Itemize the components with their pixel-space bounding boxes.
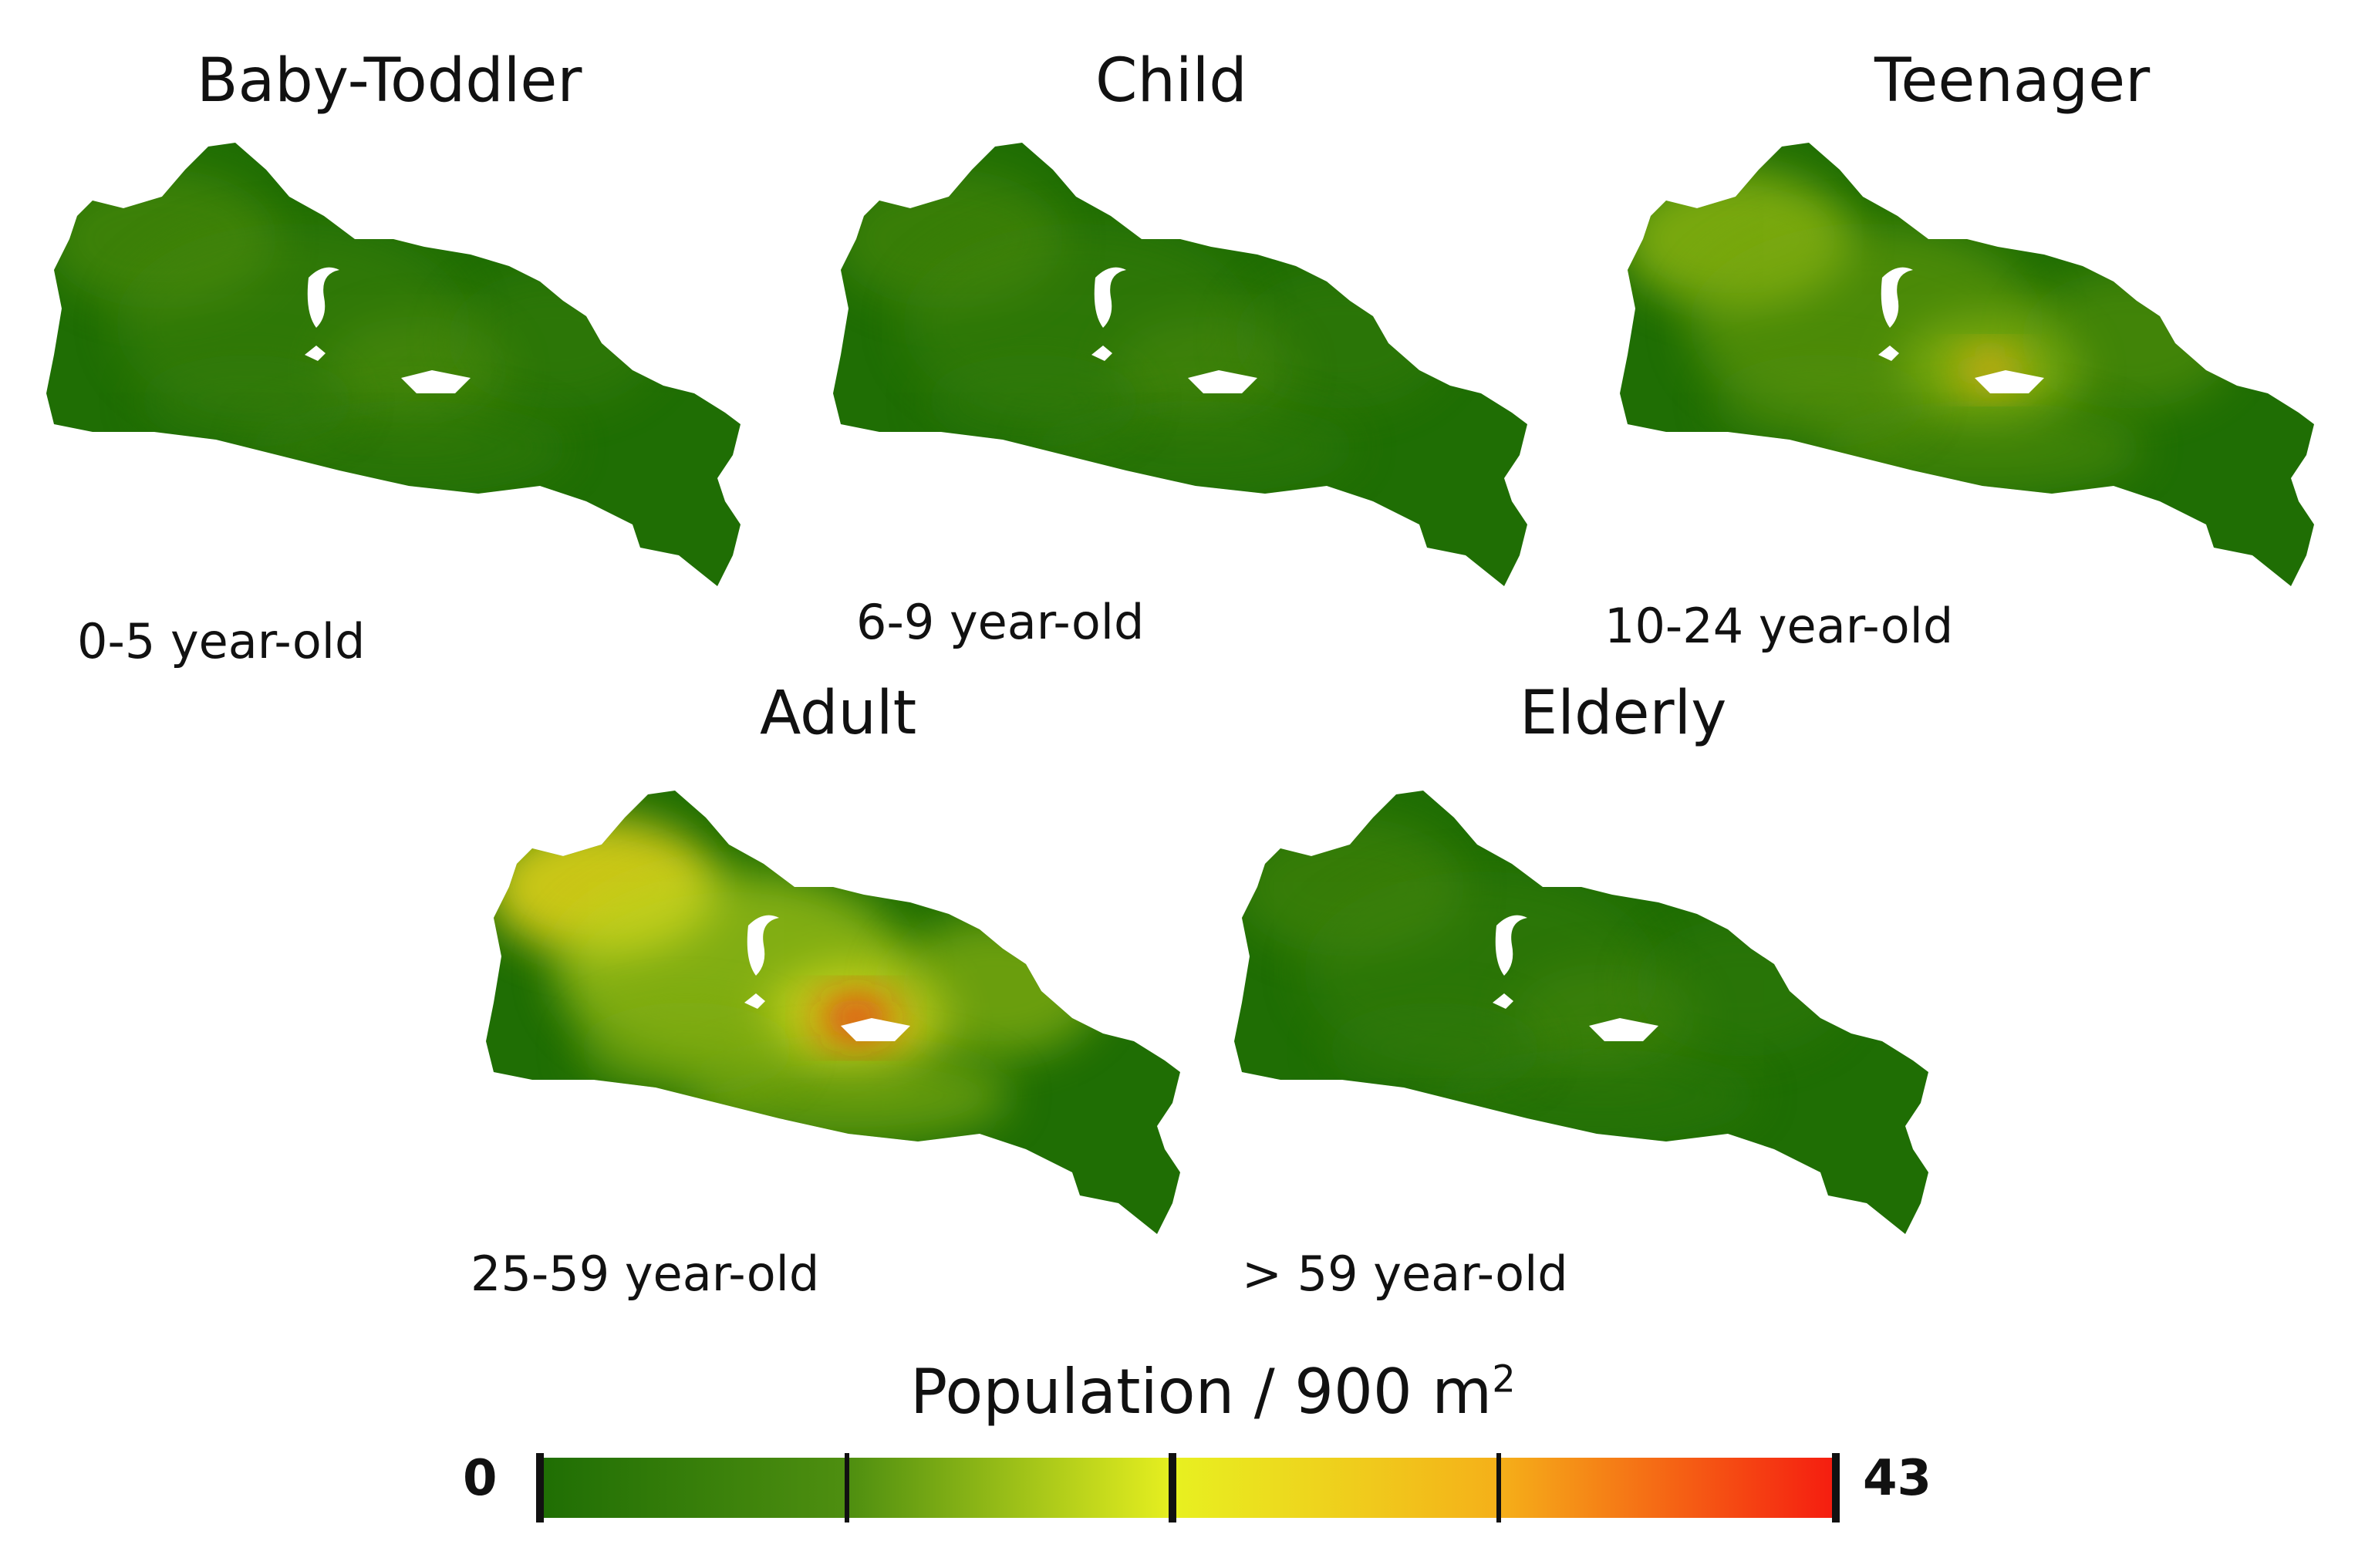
population-density-area [1635,918,1851,1057]
lake-area [1094,267,1126,328]
legend-tick [845,1453,849,1522]
legend-title-text: Population / 900 m [910,1356,1493,1428]
panel-title: Elderly [1520,679,1727,748]
lake-area [1495,915,1527,976]
population-density-area [1234,270,1450,409]
lake-area [1589,1018,1658,1041]
panel-subtitle: 10-24 year-old [1604,598,1954,654]
legend-title-superscript: 2 [1492,1357,1516,1401]
population-density-area [447,270,663,409]
panel-title: Baby-Toddler [197,46,582,116]
panel-subtitle: 0-5 year-old [77,613,366,669]
lake-area [1188,370,1257,393]
panel-title: Teenager [1874,46,2151,116]
legend-max-label: 43 [1863,1450,1932,1507]
lake-area [747,915,779,976]
population-map [833,123,1558,663]
lake-area [744,993,765,1009]
lake-area [307,267,339,328]
lake-area [1975,370,2044,393]
legend-tick [536,1453,544,1522]
population-density-area [926,355,1142,447]
panel-title: Child [1095,46,1247,116]
lake-area [841,1018,910,1041]
legend-title: Population / 900 m2 [910,1356,1516,1428]
lake-area [1878,346,1899,361]
population-density-area [139,355,355,447]
population-density-area [887,918,1103,1057]
legend-color-bar [536,1453,1840,1522]
population-density-area [1712,355,1928,447]
lake-area [1493,993,1513,1009]
panel-subtitle: 25-59 year-old [471,1246,820,1302]
lake-area [401,370,471,393]
panel-subtitle: 6-9 year-old [856,594,1145,650]
population-map [1620,123,2345,663]
legend-tick [1832,1453,1840,1522]
panel-title: Adult [760,679,917,748]
population-map [1234,771,1959,1311]
legend-tick [1169,1453,1176,1522]
lake-area [1881,267,1913,328]
legend-tick [1496,1453,1501,1522]
population-map [486,771,1211,1311]
population-map [46,123,771,663]
legend-min-label: 0 [463,1450,498,1507]
lake-area [1091,346,1112,361]
population-density-area [579,1003,795,1095]
panel-subtitle: > 59 year-old [1242,1246,1568,1302]
lake-area [305,346,326,361]
population-density-area [2021,270,2237,409]
population-density-area [1327,1003,1543,1095]
